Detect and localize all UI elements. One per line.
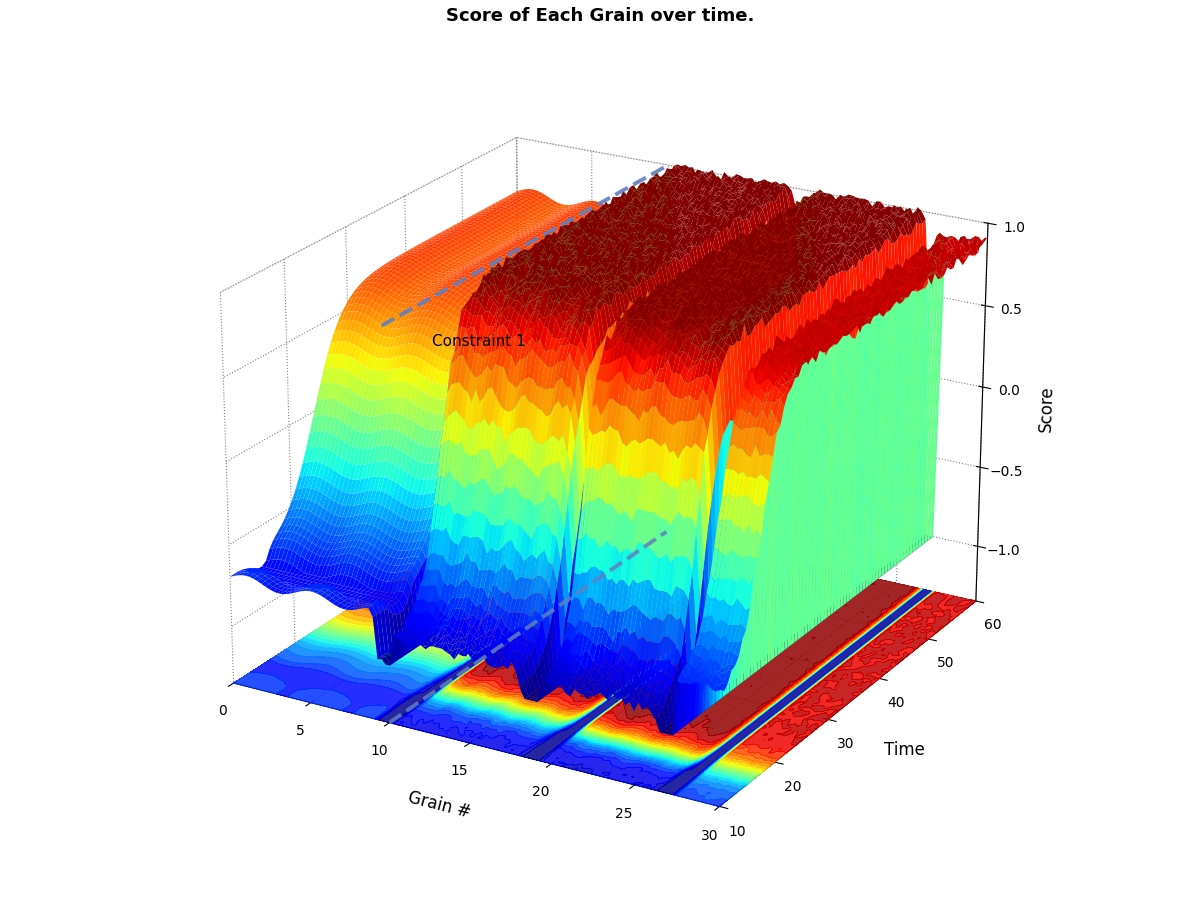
Title: Score of Each Grain over time.: Score of Each Grain over time. [447,7,754,25]
Y-axis label: Time: Time [884,741,925,759]
X-axis label: Grain #: Grain # [406,788,472,822]
